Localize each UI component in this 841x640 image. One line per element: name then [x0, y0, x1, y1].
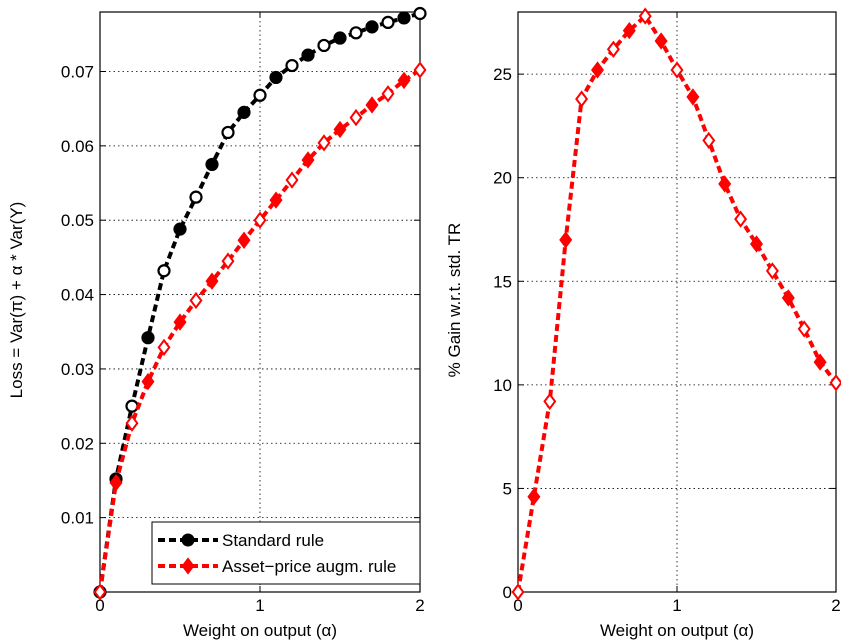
data-point-asset-price-rule [734, 210, 748, 228]
data-point-asset-price-rule [301, 151, 315, 169]
y-tick-label: 0.02 [61, 434, 94, 453]
data-point-standard-rule [317, 38, 331, 53]
legend-label-standard-rule: Standard rule [222, 531, 324, 550]
data-point-standard-rule [381, 15, 395, 30]
data-point-asset-price-rule [93, 583, 107, 601]
y-tick-label: 15 [493, 272, 512, 291]
x-tick-label: 0 [513, 596, 522, 615]
data-point-standard-rule [285, 58, 299, 73]
data-point-asset-price-rule [413, 61, 427, 79]
data-point-standard-rule [125, 399, 139, 413]
data-point-standard-rule [413, 6, 427, 21]
data-point-asset-price-rule [575, 90, 589, 108]
data-point-asset-price-rule [813, 353, 827, 371]
data-point-asset-price-rule [125, 414, 139, 432]
data-point-asset-price-rule [285, 171, 299, 189]
data-point-asset-price-rule [221, 252, 235, 270]
data-point-standard-rule [397, 11, 411, 25]
data-point-asset-price-rule [702, 131, 716, 150]
data-point-asset-price-rule [173, 313, 187, 331]
y-tick-label: 0.01 [61, 509, 94, 528]
y-tick-label: 0.06 [61, 137, 94, 156]
x-axis-label: Weight on output (α) [600, 621, 754, 640]
data-point-asset-price-rule [141, 372, 155, 391]
data-point-asset-price-rule [670, 61, 684, 79]
x-tick-label: 1 [255, 596, 264, 615]
data-point-asset-price-rule [365, 96, 379, 114]
data-point-standard-rule [269, 70, 283, 85]
y-tick-label: 25 [493, 65, 512, 84]
data-point-asset-price-rule [718, 175, 732, 193]
data-point-asset-price-rule [606, 40, 620, 58]
data-point-asset-price-rule [527, 488, 541, 506]
data-point-asset-price-rule [622, 21, 636, 40]
x-tick-label: 0 [95, 596, 104, 615]
data-point-standard-rule [365, 20, 379, 34]
data-point-asset-price-rule [253, 211, 267, 229]
data-point-asset-price-rule [381, 85, 395, 103]
y-tick-label: 0 [503, 583, 512, 602]
x-axis-label: Weight on output (α) [183, 621, 337, 640]
data-point-standard-rule [253, 88, 267, 102]
y-tick-label: 0.04 [61, 286, 94, 305]
data-point-asset-price-rule [781, 289, 795, 307]
data-point-asset-price-rule [797, 320, 811, 338]
data-point-asset-price-rule [654, 32, 668, 50]
data-point-asset-price-rule [237, 231, 251, 249]
y-tick-label: 5 [503, 479, 512, 498]
y-tick-label: 20 [493, 169, 512, 188]
data-point-asset-price-rule [269, 191, 283, 209]
data-point-asset-price-rule [543, 392, 557, 411]
x-tick-label: 2 [415, 596, 424, 615]
data-point-asset-price-rule [591, 61, 604, 79]
data-point-asset-price-rule [349, 108, 363, 127]
data-point-asset-price-rule [750, 235, 763, 253]
data-point-asset-price-rule [638, 7, 652, 25]
data-point-asset-price-rule [317, 134, 331, 152]
y-tick-label: 0.03 [61, 360, 94, 379]
data-point-standard-rule [141, 331, 155, 345]
y-tick-label: 10 [493, 376, 512, 395]
y-axis-label: % Gain w.r.t. std. TR [445, 223, 464, 378]
left-chart-panel: 0 1 2 0.01 0.02 0.03 0.04 0.05 0.06 0.07 Weight on… [7, 6, 427, 640]
x-tick-label: 2 [831, 596, 840, 615]
legend-label-asset-price-rule: Asset−price augm. rule [222, 557, 396, 576]
data-point-standard-rule [173, 222, 187, 236]
data-point-asset-price-rule [511, 583, 525, 601]
legend: Standard rule Asset−price augm. rule [151, 521, 421, 585]
y-tick-label: 0.07 [61, 62, 94, 81]
data-point-standard-rule [189, 190, 203, 204]
legend-marker-diamond [181, 557, 195, 575]
data-point-asset-price-rule [109, 474, 123, 492]
y-axis-label: Loss = Var(π) + α * Var(Y) [7, 202, 26, 399]
data-point-standard-rule [205, 157, 219, 172]
data-point-asset-price-rule [205, 272, 219, 290]
data-point-standard-rule [237, 105, 251, 119]
data-point-asset-price-rule [765, 262, 779, 280]
data-point-asset-price-rule [559, 231, 573, 249]
legend-box [151, 521, 421, 585]
legend-marker-circle [181, 533, 195, 547]
data-point-standard-rule [349, 26, 363, 40]
data-point-standard-rule [333, 31, 347, 45]
data-point-asset-price-rule [397, 71, 411, 90]
data-point-standard-rule [301, 48, 315, 62]
y-tick-label: 0.05 [61, 211, 94, 230]
data-point-asset-price-rule [829, 374, 841, 392]
data-point-asset-price-rule [686, 88, 700, 106]
data-point-asset-price-rule [189, 291, 203, 310]
data-point-standard-rule [221, 125, 235, 140]
data-point-asset-price-rule [333, 120, 347, 139]
x-tick-label: 1 [672, 596, 681, 615]
data-point-asset-price-rule [157, 338, 171, 357]
data-point-standard-rule [157, 264, 171, 278]
